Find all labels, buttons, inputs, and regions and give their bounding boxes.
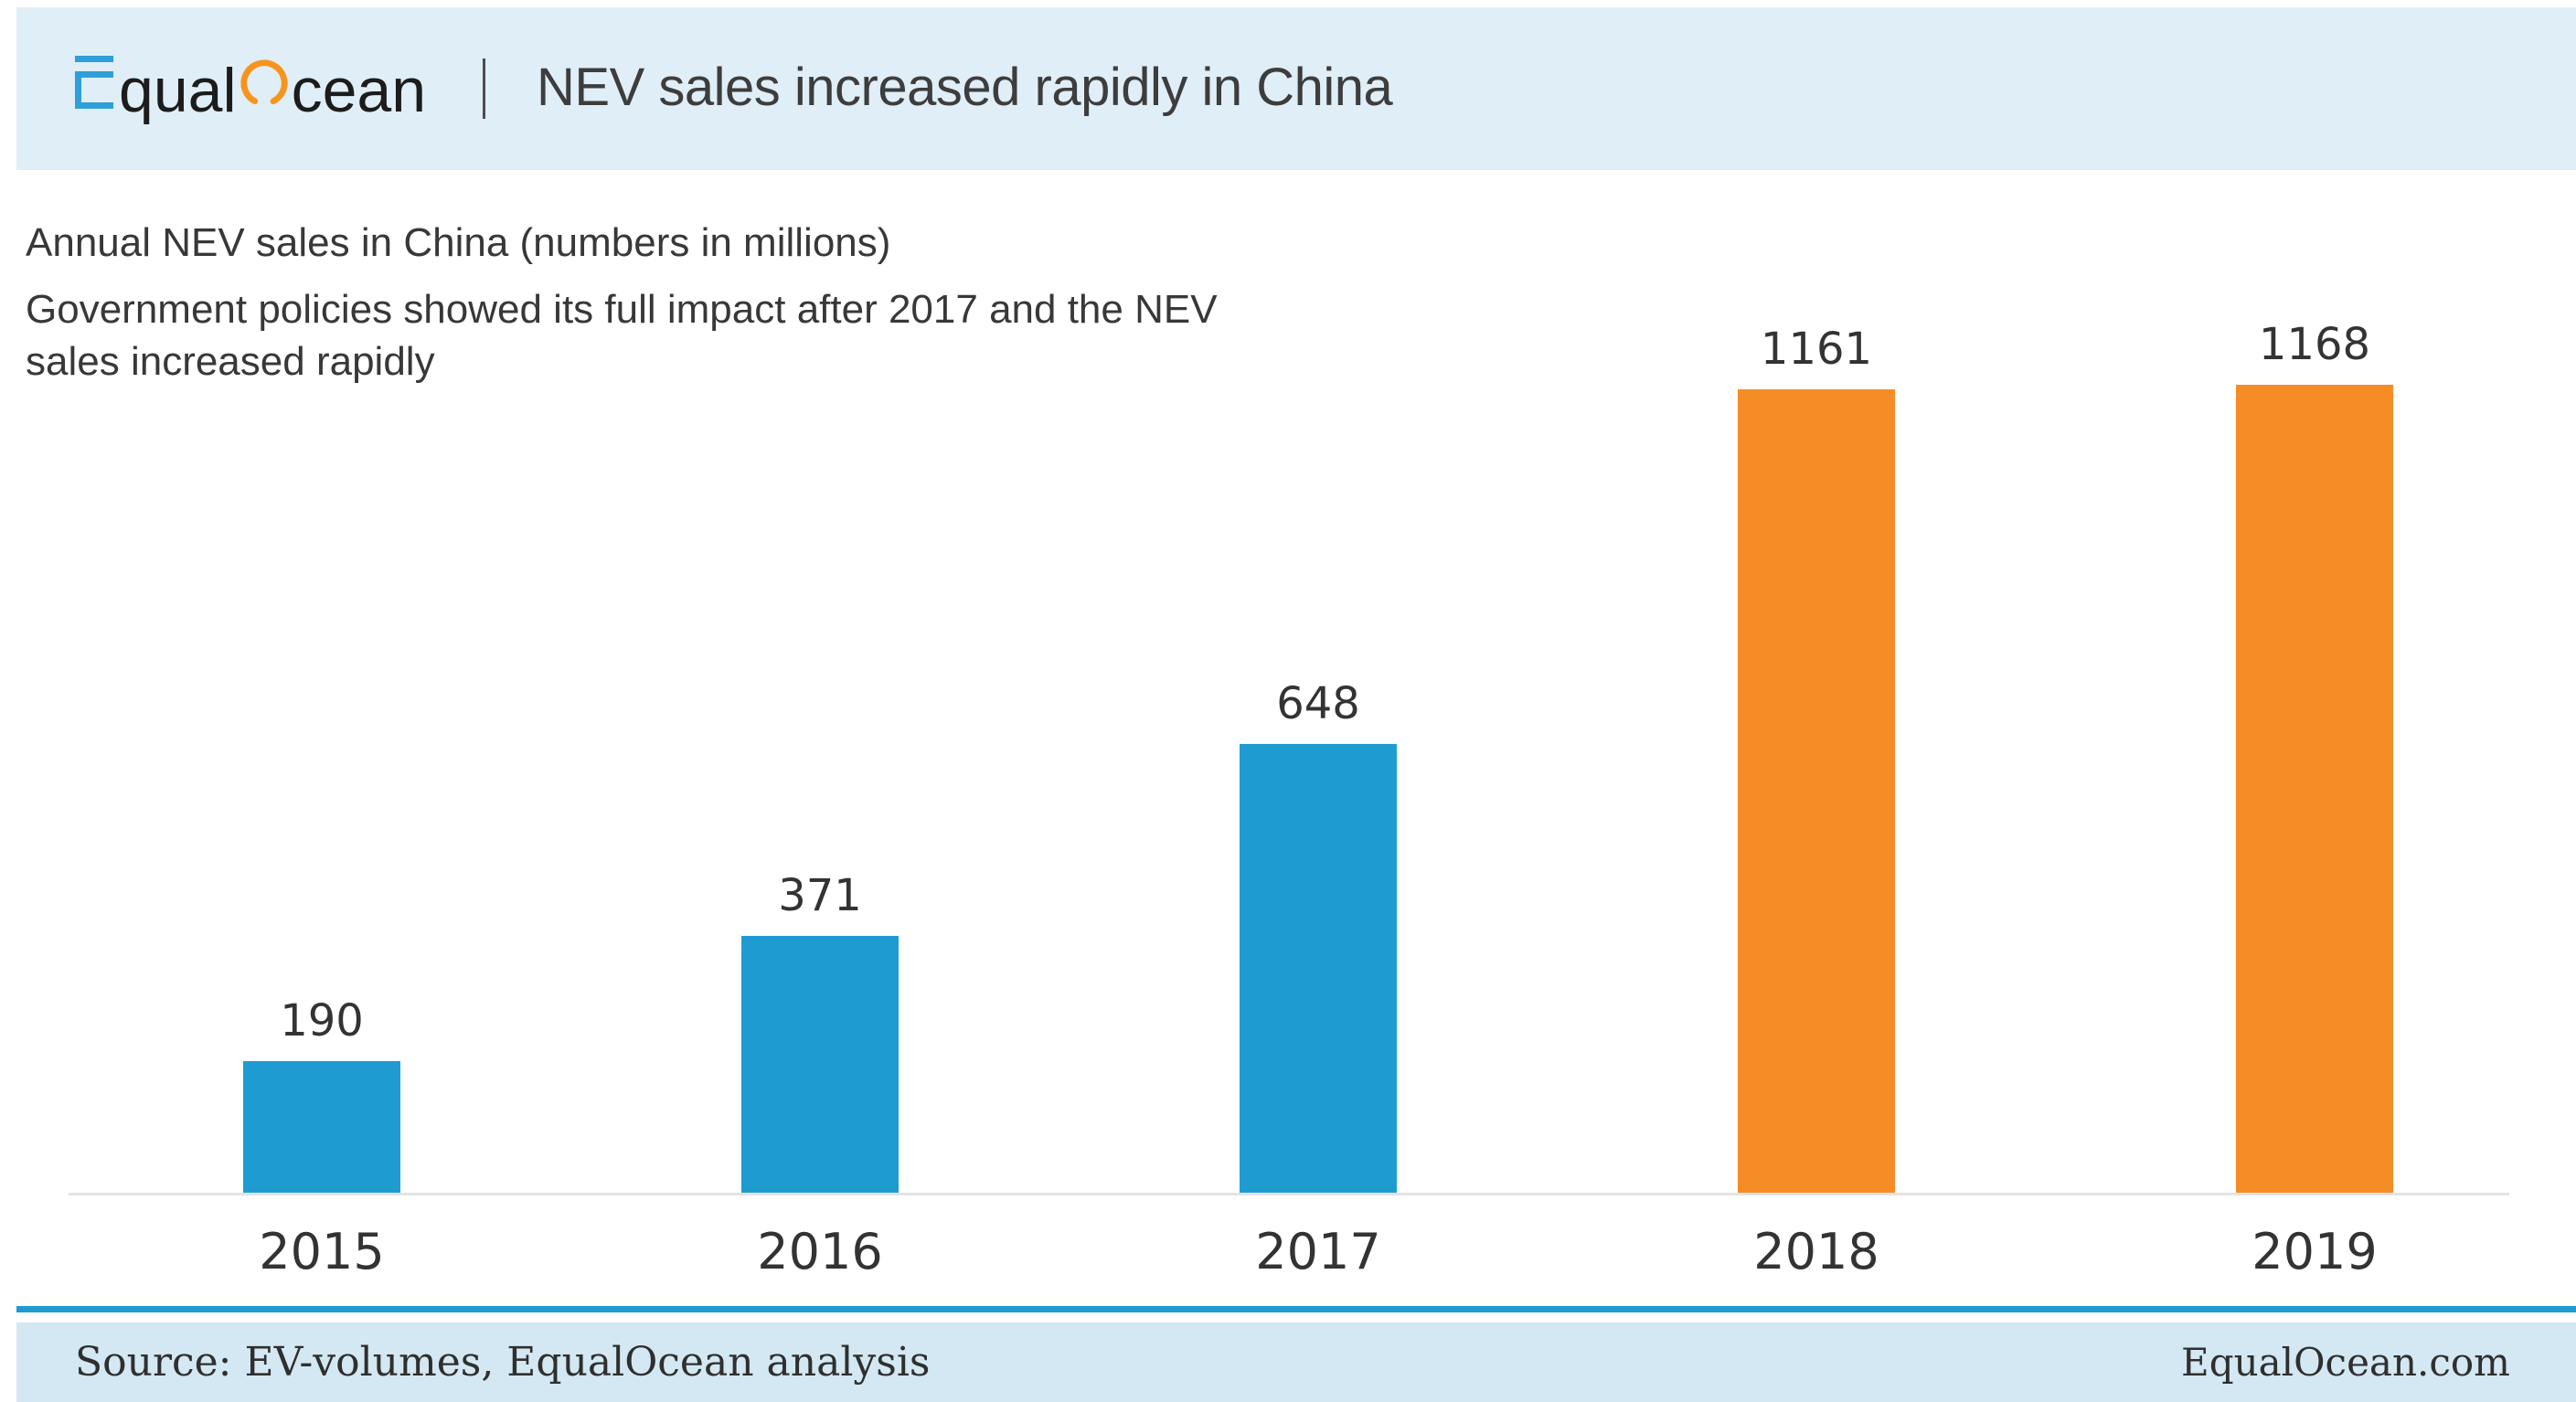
bar-2019: [2236, 385, 2393, 1193]
x-axis-label-2018: 2018: [1753, 1223, 1879, 1280]
x-axis-line: [69, 1193, 2509, 1195]
footer-accent-rule: [16, 1306, 2576, 1312]
chart-description: Government policies showed its full impa…: [26, 283, 1218, 388]
x-axis-label-2016: 2016: [757, 1223, 883, 1280]
bar-2017: [1240, 744, 1397, 1193]
logo-text-qual: qual: [119, 56, 237, 125]
header-divider: [483, 58, 486, 119]
chart-description-line2: sales increased rapidly: [26, 339, 435, 384]
page-title: NEV sales increased rapidly in China: [537, 57, 1393, 117]
bar-value-label-2015: 190: [280, 995, 364, 1046]
bar-value-label-2016: 371: [778, 870, 862, 921]
source-text: Source: EV-volumes, EqualOcean analysis: [75, 1339, 931, 1386]
equalocean-logo: qual cean: [75, 56, 426, 122]
header-band: qual cean NEV sales increased rapidly in…: [16, 7, 2576, 170]
x-axis-label-2015: 2015: [259, 1223, 385, 1280]
bar-2015: [243, 1061, 400, 1193]
chart-subtitle: Annual NEV sales in China (numbers in mi…: [26, 220, 891, 265]
equalocean-o-mark-icon: [240, 58, 289, 108]
bar-value-label-2018: 1161: [1760, 324, 1873, 375]
bar-2016: [741, 936, 899, 1193]
x-axis-label-2019: 2019: [2251, 1223, 2378, 1280]
footer-band: Source: EV-volumes, EqualOcean analysis …: [16, 1322, 2576, 1402]
bar-value-label-2017: 648: [1276, 678, 1360, 729]
logo-text-cean: cean: [291, 56, 427, 125]
x-axis-label-2017: 2017: [1255, 1223, 1381, 1280]
chart-description-line1: Government policies showed its full impa…: [26, 287, 1218, 332]
bar-value-label-2019: 1168: [2258, 319, 2371, 370]
footer-site-link[interactable]: EqualOcean.com: [2181, 1340, 2510, 1385]
bar-2018: [1738, 389, 1895, 1193]
equalocean-e-mark-icon: [75, 56, 113, 109]
